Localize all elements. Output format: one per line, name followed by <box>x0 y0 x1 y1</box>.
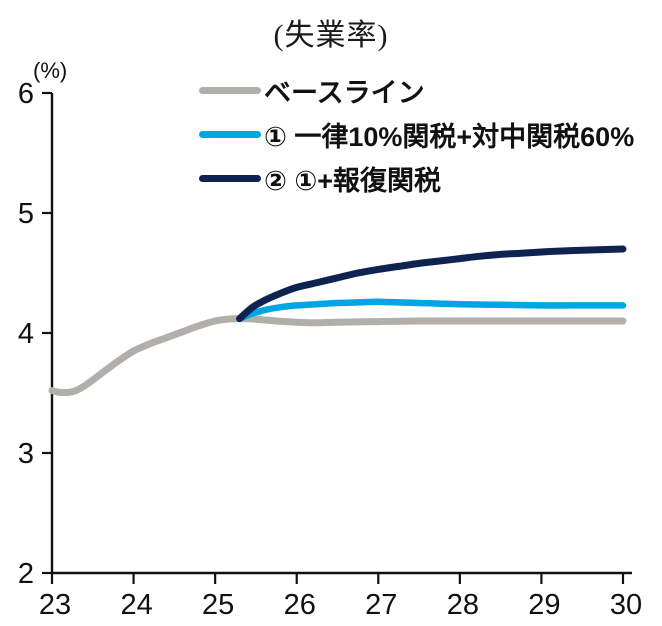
series-line-scenario1 <box>236 298 627 322</box>
legend-label-baseline: ベースライン <box>264 77 425 108</box>
baseline-line-swatch <box>199 86 261 94</box>
x-tick-label: 24 <box>120 589 152 621</box>
x-tick-label: 28 <box>447 589 479 621</box>
x-tick-label: 30 <box>610 589 642 621</box>
x-tick-label: 26 <box>284 589 316 621</box>
y-tick-label: 6 <box>18 78 34 110</box>
x-tick-label: 27 <box>365 589 397 621</box>
series-line-scenario2 <box>236 245 627 323</box>
legend-item-baseline: ベースライン <box>199 68 634 112</box>
legend: ベースライン ① 一律10%関税+対中関税60% ② ①+報復関税 <box>199 68 634 200</box>
y-tick-label: 5 <box>18 198 34 230</box>
legend-label-scenario2: ② ①+報復関税 <box>264 165 441 196</box>
y-tick-label: 3 <box>18 438 34 470</box>
x-tick-label: 23 <box>39 589 71 621</box>
series-line-baseline <box>48 315 627 397</box>
scenario1-line-swatch <box>199 130 261 138</box>
legend-label-scenario1: ① 一律10%関税+対中関税60% <box>264 121 635 152</box>
x-tick-label: 25 <box>202 589 234 621</box>
y-axis-unit-label: (%) <box>33 58 68 83</box>
y-tick-label: 2 <box>18 558 34 590</box>
scenario2-line-swatch <box>199 174 261 182</box>
chart-title: (失業率) <box>273 19 389 52</box>
legend-item-scenario1: ① 一律10%関税+対中関税60% <box>199 112 634 156</box>
x-tick-label: 29 <box>528 589 560 621</box>
legend-item-scenario2: ② ①+報復関税 <box>199 156 634 200</box>
y-tick-label: 4 <box>18 318 34 350</box>
